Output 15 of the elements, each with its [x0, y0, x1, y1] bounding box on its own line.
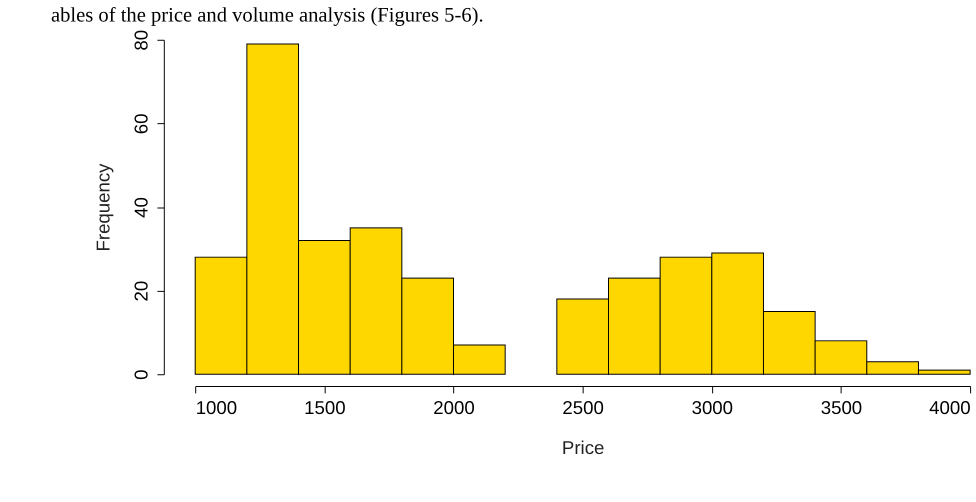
y-tick-label: 80 — [130, 30, 152, 51]
y-tick-label: 20 — [130, 280, 152, 302]
x-tick-label: 1000 — [196, 396, 238, 418]
x-tick-label: 3500 — [820, 396, 862, 418]
text: ables of the price and volume analysis (Figures 5-6). — [51, 4, 484, 27]
x-tick-label: 2000 — [433, 396, 475, 418]
y-tick-label: 0 — [130, 370, 152, 380]
y-axis-title: Frequency — [92, 162, 114, 252]
x-axis-title: Price — [562, 437, 604, 458]
y-tick-label: 40 — [130, 197, 152, 218]
x-tick-label: 3000 — [692, 396, 734, 418]
x-tick-label: 1500 — [304, 396, 346, 418]
y-tick-label: 60 — [130, 114, 152, 134]
x-tick-label: 4000 — [929, 396, 971, 418]
x-tick-label: 2500 — [562, 396, 604, 418]
